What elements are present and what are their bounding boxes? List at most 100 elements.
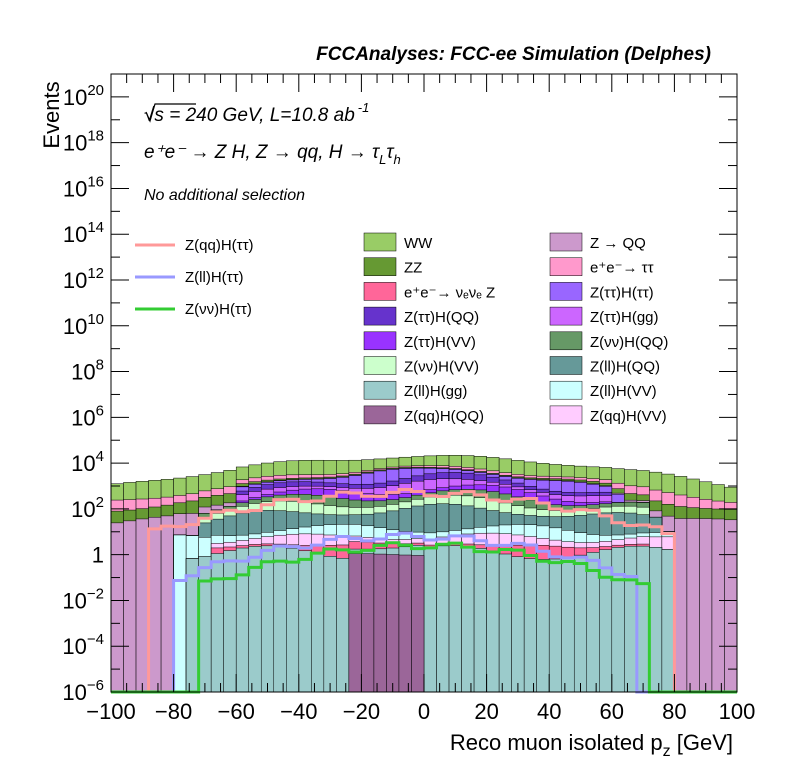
y-tick-label: 1020 bbox=[63, 82, 104, 110]
bar-z-ll-h-gg bbox=[436, 545, 450, 693]
legend-fill-z-h-qq: Z(νν)H(QQ) bbox=[549, 331, 668, 351]
legend-swatch bbox=[363, 405, 397, 425]
x-axis-title-unit: [GeV] bbox=[671, 730, 733, 755]
y-axis-title: Events bbox=[39, 81, 64, 148]
bar-z-ll-h-gg bbox=[649, 547, 663, 693]
legend-label: Z(νν)H(ττ) bbox=[185, 301, 252, 318]
bar-z-qq bbox=[160, 515, 174, 693]
bar-z-ll-h-gg bbox=[486, 550, 500, 693]
legend-swatch bbox=[549, 331, 583, 351]
x-tick-label: 20 bbox=[474, 699, 498, 724]
bar-z-qq bbox=[135, 518, 149, 693]
bar-z-qq-h-qq bbox=[348, 553, 362, 693]
legend-swatch bbox=[549, 380, 583, 400]
legend-label: Z(ll)H(VV) bbox=[590, 383, 657, 400]
legend-label: Z(ll)H(ττ) bbox=[185, 269, 244, 286]
bar-z-ll-h-gg bbox=[185, 558, 199, 693]
x-tick-labels: −100 −80 −60 −40 −20 0 20 40 60 80 100 bbox=[86, 699, 755, 724]
bar-z-ll-h-gg bbox=[336, 558, 350, 693]
legend: Z(qq)H(ττ) Z(ll)H(ττ) Z(νν)H(ττ) WW ZZ e⁺e⁻→ … bbox=[135, 232, 668, 425]
bar-z-qq-h-qq bbox=[398, 554, 412, 693]
axis-ticks bbox=[110, 73, 738, 693]
legend-fill-z-qq-h-qq: Z(qq)H(QQ) bbox=[363, 405, 484, 425]
bar-z-ll-h-gg bbox=[210, 553, 224, 693]
legend-label: Z(ττ)H(VV) bbox=[404, 334, 476, 351]
bar-z-ll-h-gg bbox=[235, 547, 249, 693]
x-axis-title: Reco muon isolated pz [GeV] bbox=[450, 730, 733, 760]
x-tick-label: −80 bbox=[155, 699, 192, 724]
legend-swatch bbox=[549, 282, 583, 301]
bar-z-ll-h-gg bbox=[511, 556, 525, 693]
sqrt-sign bbox=[145, 103, 196, 123]
bar-z-ll-h-gg bbox=[498, 553, 512, 693]
bar-z-ll-h-gg bbox=[473, 548, 487, 693]
energy-lumi-main: √s = 240 GeV, L=10.8 ab bbox=[144, 105, 355, 126]
legend-line-z-qq-h: Z(qq)H(ττ) bbox=[135, 237, 254, 254]
legend-swatch bbox=[549, 405, 583, 425]
bar-z-ll-h-gg bbox=[523, 558, 537, 693]
bar-z-ll-h-gg bbox=[636, 545, 650, 693]
legend-swatch bbox=[549, 356, 583, 375]
x-tick-label: 40 bbox=[537, 699, 561, 724]
x-axis-title-main: Reco muon isolated p bbox=[450, 730, 663, 755]
bar-z-ll-h-gg bbox=[461, 546, 475, 693]
legend-swatch bbox=[549, 257, 583, 276]
bar-z-ll-h-gg bbox=[311, 553, 325, 693]
bar-z-qq bbox=[686, 518, 700, 693]
legend-swatch bbox=[363, 356, 397, 375]
bar-z-qq bbox=[110, 522, 124, 693]
y-tick-label: 102 bbox=[71, 494, 104, 522]
legend-fill-z-qq: Z → QQ bbox=[549, 232, 646, 252]
bar-z-ll-h-gg bbox=[561, 557, 575, 693]
legend-swatch bbox=[363, 331, 397, 351]
legend-label: Z(νν)H(QQ) bbox=[590, 334, 668, 351]
bar-z-ll-h-gg bbox=[260, 545, 275, 693]
bar-z-ll-h-gg bbox=[286, 547, 300, 693]
bar-z-ll-h-gg bbox=[599, 549, 613, 693]
bar-z-qq-h-qq bbox=[411, 555, 425, 693]
legend-swatch bbox=[363, 306, 397, 326]
legend-label: ZZ bbox=[404, 260, 422, 277]
legend-swatch bbox=[363, 232, 397, 252]
legend-fill-z-h-vv: Z(νν)H(VV) bbox=[363, 356, 479, 376]
legend-fill-z-h: Z(ττ)H(ττ) bbox=[549, 282, 654, 301]
selection-label: No additional selection bbox=[144, 187, 305, 204]
legend-label: e⁺e⁻→ νₑνₑ Z bbox=[404, 284, 495, 301]
legend-line-z-h: Z(νν)H(ττ) bbox=[135, 301, 252, 318]
bar-z-qq bbox=[699, 518, 713, 693]
x-tick-label: 100 bbox=[719, 699, 756, 724]
legend-label: WW bbox=[404, 235, 433, 252]
bar-z-ll-h-gg bbox=[223, 550, 237, 693]
y-tick-label: 1 bbox=[92, 543, 104, 568]
legend-label: Z(qq)H(QQ) bbox=[404, 408, 484, 425]
bar-z-ll-h-gg bbox=[536, 559, 550, 693]
bar-z-ll-h-gg bbox=[586, 552, 600, 693]
legend-fill-z-h-vv: Z(ττ)H(VV) bbox=[363, 331, 476, 351]
process-main: e⁺e⁻ → Z H, Z → qq, H → τ bbox=[144, 142, 381, 163]
y-tick-label: 106 bbox=[71, 402, 104, 430]
legend-label: Z(ττ)H(gg) bbox=[590, 309, 659, 326]
bar-z-qq bbox=[711, 518, 725, 693]
legend-swatch bbox=[363, 257, 397, 276]
x-tick-label: −20 bbox=[343, 699, 380, 724]
x-axis-title-sub: z bbox=[663, 743, 671, 760]
legend-fill-z-ll-h-vv: Z(ll)H(VV) bbox=[549, 380, 657, 400]
x-tick-label: 0 bbox=[418, 699, 430, 724]
legend-swatch bbox=[549, 306, 583, 326]
y-tick-label: 108 bbox=[71, 357, 104, 385]
bar-z-qq bbox=[148, 516, 162, 693]
y-tick-label: 1012 bbox=[63, 265, 104, 293]
bar-z-ll-h-gg bbox=[448, 545, 462, 693]
bar-z-ll-h-gg bbox=[423, 547, 437, 693]
bar-z-ll-h-gg bbox=[273, 546, 287, 693]
legend-fill-z-ll-h-qq: Z(ll)H(QQ) bbox=[549, 356, 660, 376]
bar-z-ll-h-vv bbox=[173, 534, 187, 693]
process-tau2: τ bbox=[386, 142, 395, 163]
legend-label: Z(qq)H(VV) bbox=[590, 408, 667, 425]
bar-z-ll-h-gg bbox=[611, 547, 625, 693]
process-sub-L: L bbox=[379, 152, 386, 167]
bar-z-qq bbox=[123, 520, 137, 693]
bar-z-ll-h-gg bbox=[323, 556, 337, 693]
